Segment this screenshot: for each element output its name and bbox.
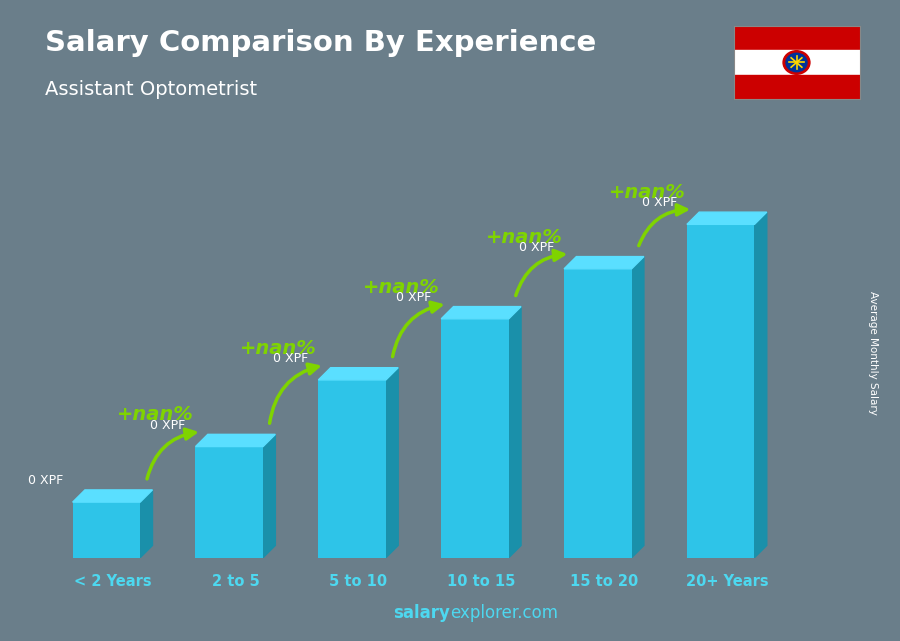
Text: 0 XPF: 0 XPF — [28, 474, 63, 487]
Polygon shape — [754, 212, 767, 558]
Bar — [564, 269, 632, 558]
Text: 5 to 10: 5 to 10 — [329, 574, 387, 589]
Polygon shape — [73, 490, 152, 502]
Text: +nan%: +nan% — [486, 228, 562, 247]
Text: Average Monthly Salary: Average Monthly Salary — [868, 290, 878, 415]
Text: Salary Comparison By Experience: Salary Comparison By Experience — [45, 29, 596, 57]
Text: 10 to 15: 10 to 15 — [447, 574, 516, 589]
Polygon shape — [195, 435, 275, 447]
Polygon shape — [687, 212, 767, 224]
Polygon shape — [263, 435, 275, 558]
Polygon shape — [508, 306, 521, 558]
Text: +nan%: +nan% — [608, 183, 686, 202]
Polygon shape — [140, 490, 152, 558]
Text: salary: salary — [393, 604, 450, 622]
Text: explorer.com: explorer.com — [450, 604, 558, 622]
Text: 0 XPF: 0 XPF — [274, 352, 309, 365]
Bar — [73, 502, 140, 558]
Bar — [441, 319, 508, 558]
Circle shape — [783, 51, 810, 74]
Text: 0 XPF: 0 XPF — [519, 241, 554, 254]
Text: +nan%: +nan% — [117, 405, 194, 424]
Text: Assistant Optometrist: Assistant Optometrist — [45, 80, 257, 99]
Polygon shape — [564, 256, 643, 269]
Bar — [687, 224, 754, 558]
Bar — [195, 447, 263, 558]
Text: < 2 Years: < 2 Years — [74, 574, 151, 589]
Text: 0 XPF: 0 XPF — [396, 291, 431, 304]
Text: 0 XPF: 0 XPF — [150, 419, 185, 431]
Text: +nan%: +nan% — [240, 338, 317, 358]
Circle shape — [786, 53, 807, 72]
Bar — [319, 380, 386, 558]
Text: 20+ Years: 20+ Years — [686, 574, 769, 589]
Polygon shape — [632, 256, 644, 558]
Text: 2 to 5: 2 to 5 — [212, 574, 259, 589]
Polygon shape — [319, 368, 398, 380]
Text: 0 XPF: 0 XPF — [642, 196, 677, 210]
Bar — [734, 76, 860, 99]
Bar — [734, 26, 860, 49]
Polygon shape — [386, 368, 398, 558]
Text: 15 to 20: 15 to 20 — [570, 574, 638, 589]
Text: +nan%: +nan% — [363, 278, 440, 297]
Polygon shape — [441, 306, 521, 319]
Bar — [734, 49, 860, 76]
